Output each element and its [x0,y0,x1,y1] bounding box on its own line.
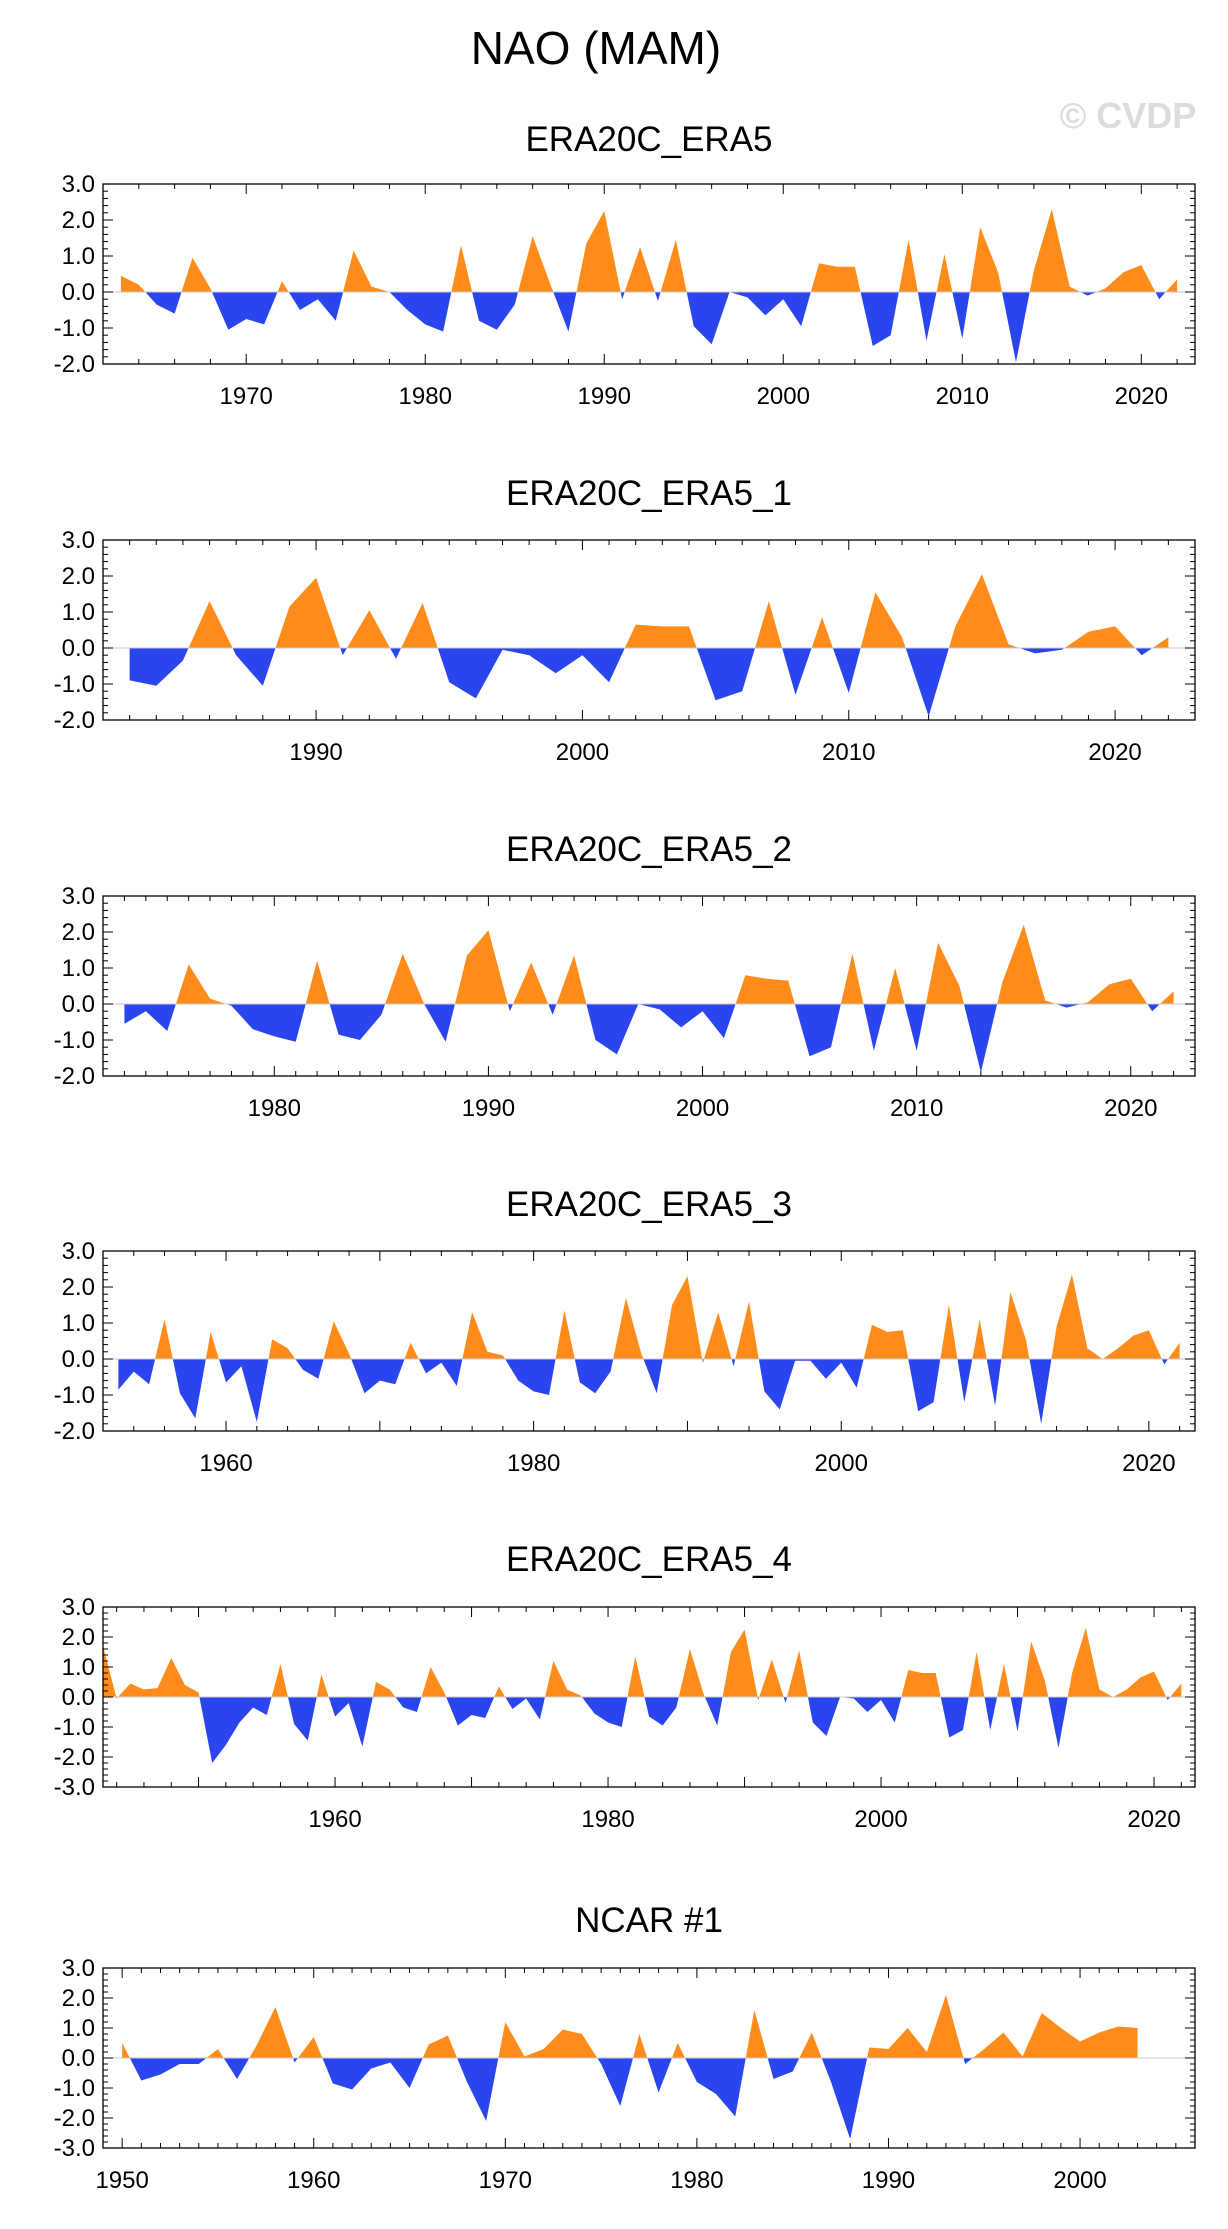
positive-area-2 [129,574,1169,648]
negative-area-5 [103,1697,1182,1763]
y-tick-label: 2.0 [62,1985,95,2012]
y-tick-label: 2.0 [62,919,95,946]
x-tick-label: 2020 [1115,383,1168,410]
x-tick-label: 1970 [220,383,273,410]
negative-area-1 [120,292,1178,363]
nao-panel-1: ERA20C_ERA5 -2.0 -1.0 0.0 1.0 2.0 3.0 1970 1980 1… [54,120,1196,410]
positive-area-1 [120,209,1178,292]
y-tick-label: 0.0 [62,1684,95,1711]
y-tick-label: 2.0 [62,1624,95,1651]
y-tick-label: 3.0 [62,1955,95,1982]
y-tick-label: -1.0 [54,1714,95,1741]
nao-panel-5: ERA20C_ERA5_4 -3.0 -2.0 -1.0 0.0 1.0 2.0 3.0 196… [54,1540,1196,1833]
x-tick-label: 2020 [1127,1806,1180,1833]
x-tick-label: 2000 [815,1450,868,1477]
y-tick-label: 0.0 [62,991,95,1018]
y-tick-label: -2.0 [54,351,95,378]
plot-frame [102,539,1196,721]
y-tick-label: 3.0 [62,883,95,910]
x-tick-label: 2000 [854,1806,907,1833]
x-tick-label: 1980 [581,1806,634,1833]
y-tick-label: -2.0 [54,707,95,734]
x-tick-label: 2020 [1104,1095,1157,1122]
panel-title: ERA20C_ERA5_1 [506,474,792,513]
y-tick-label: 3.0 [62,1238,95,1265]
x-tick-label: 2010 [936,383,989,410]
y-tick-label: 1.0 [62,243,95,270]
y-tick-label: -2.0 [54,1418,95,1445]
y-tick-label: -2.0 [54,1063,95,1090]
y-tick-label: 3.0 [62,171,95,198]
panel-title: ERA20C_ERA5 [525,120,772,159]
negative-area-3 [124,1004,1174,1073]
cvdp-watermark: © CVDP [1060,95,1197,136]
y-tick-label: -1.0 [54,1382,95,1409]
x-tick-label: 1980 [248,1095,301,1122]
x-tick-label: 2000 [757,383,810,410]
x-tick-label: 1960 [199,1450,252,1477]
x-tick-label: 1990 [862,2167,915,2194]
y-tick-label: 1.0 [62,2015,95,2042]
y-tick-label: 1.0 [62,1654,95,1681]
panel-title: ERA20C_ERA5_3 [506,1185,792,1224]
x-tick-label: 2010 [822,739,875,766]
x-tick-label: 1950 [95,2167,148,2194]
plot-frame [102,1250,1196,1432]
y-tick-label: -2.0 [54,1744,95,1771]
x-tick-label: 2000 [556,739,609,766]
x-tick-label: 2000 [676,1095,729,1122]
positive-area-4 [118,1274,1180,1359]
plot-frame [102,183,1196,365]
y-tick-label: -1.0 [54,2075,95,2102]
y-tick-label: -2.0 [54,2105,95,2132]
nao-panel-6: NCAR #1 -3.0 -2.0 -1.0 0.0 1.0 2.0 3.0 1950 1960 1… [54,1901,1196,2194]
y-tick-label: 0.0 [62,2045,95,2072]
y-tick-label: 0.0 [62,1346,95,1373]
negative-area-4 [118,1359,1180,1424]
x-tick-label: 1960 [308,1806,361,1833]
y-tick-label: 2.0 [62,1274,95,1301]
x-tick-label: 2020 [1122,1450,1175,1477]
y-tick-label: 2.0 [62,207,95,234]
y-tick-label: 1.0 [62,599,95,626]
x-tick-label: 1990 [462,1095,515,1122]
x-tick-label: 1980 [507,1450,560,1477]
y-tick-label: -3.0 [54,1774,95,1801]
y-tick-label: 1.0 [62,1310,95,1337]
panel-title: NCAR #1 [575,1901,723,1940]
y-tick-label: 3.0 [62,527,95,554]
x-tick-label: 2010 [890,1095,943,1122]
y-tick-label: -1.0 [54,1027,95,1054]
positive-area-3 [124,924,1174,1004]
positive-area-6 [122,1995,1138,2058]
y-tick-label: -3.0 [54,2135,95,2162]
x-tick-label: 1990 [578,383,631,410]
x-tick-label: 1990 [289,739,342,766]
x-tick-label: 1960 [287,2167,340,2194]
x-tick-label: 1970 [479,2167,532,2194]
y-tick-label: 2.0 [62,563,95,590]
x-tick-label: 1980 [399,383,452,410]
x-tick-label: 2000 [1053,2167,1106,2194]
plot-frame [102,895,1196,1077]
negative-area-6 [122,2058,1138,2139]
y-tick-label: 0.0 [62,635,95,662]
y-tick-label: -1.0 [54,671,95,698]
negative-area-2 [129,648,1169,717]
x-tick-label: 2020 [1088,739,1141,766]
y-tick-label: 0.0 [62,279,95,306]
y-tick-label: -1.0 [54,315,95,342]
nao-panel-4: ERA20C_ERA5_3 -2.0 -1.0 0.0 1.0 2.0 3.0 1960 198… [54,1185,1196,1477]
positive-area-5 [103,1628,1182,1697]
figure-title: NAO (MAM) [471,22,721,74]
x-tick-label: 1980 [670,2167,723,2194]
y-tick-label: 3.0 [62,1594,95,1621]
panel-title: ERA20C_ERA5_4 [506,1540,792,1579]
nao-panel-2: ERA20C_ERA5_1 -2.0 -1.0 0.0 1.0 2.0 3.0 1990 200… [54,474,1196,766]
y-tick-label: 1.0 [62,955,95,982]
panel-title: ERA20C_ERA5_2 [506,830,792,869]
nao-panel-3: ERA20C_ERA5_2 -2.0 -1.0 0.0 1.0 2.0 3.0 1980 199… [54,830,1196,1122]
